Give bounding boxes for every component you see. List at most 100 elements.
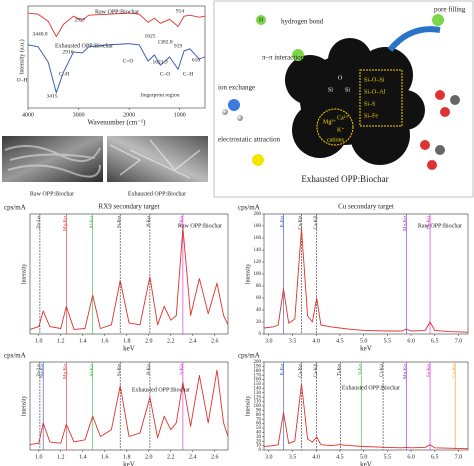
x-tick-label: 1.8 <box>123 338 131 344</box>
x-tick-label: 7.0 <box>455 454 463 460</box>
x-tick-label: 5.5 <box>384 454 392 460</box>
x-tick-label: 2.0 <box>145 454 153 460</box>
atom <box>256 15 266 25</box>
x-tick-label: 4.5 <box>336 338 344 344</box>
x-axis-label: Wavenumber (cm⁻¹) <box>88 119 147 127</box>
annotation: 1625 <box>145 33 156 39</box>
annotation: O–H <box>17 77 28 83</box>
y-tick-label: 160 <box>254 236 262 241</box>
legend-label: Raw OPP:Biochar <box>178 223 222 229</box>
element-label: Na-Kα <box>40 364 45 378</box>
molecules <box>222 90 460 170</box>
y-tick-label: 120 <box>254 395 262 400</box>
x-tick-label: 5.5 <box>384 338 392 344</box>
x-tick-label: 3.5 <box>289 454 297 460</box>
unit-label: cps/mA <box>4 204 26 212</box>
x-tick-label: 1.0 <box>35 338 43 344</box>
element-label: P-Kα <box>147 364 152 375</box>
schematic-label: electrostatic attraction <box>218 136 280 144</box>
highlight-box <box>359 69 403 127</box>
sem-caption: Exhausted OPP:Biochar <box>128 191 186 197</box>
element-label: Cr-Kα <box>380 364 385 377</box>
annotation: 1621.9 <box>152 59 167 65</box>
y-tick-label: 90 <box>256 409 262 414</box>
sem-image <box>107 136 208 182</box>
y-tick-label: 120 <box>254 260 262 265</box>
y-tick-label: 110 <box>254 400 262 405</box>
x-tick-label: 1.0 <box>35 454 43 460</box>
x-tick-label: 1.2 <box>57 454 65 460</box>
y-tick-label: 60 <box>256 422 262 427</box>
schematic-label: O <box>338 75 343 81</box>
schematic-label: Ca²⁺ <box>337 114 349 121</box>
y-tick-label: 100 <box>254 404 262 409</box>
legend-label: Exhausted OPP:Biochar <box>55 43 113 49</box>
y-tick-label: 170 <box>254 373 262 378</box>
y-tick-label: 150 <box>254 382 262 387</box>
y-tick-label: 0 <box>259 332 262 337</box>
schematic-frame <box>213 0 474 198</box>
y-tick-label: 200 <box>254 360 262 365</box>
y-tick-label: 160 <box>254 378 262 383</box>
legend-label: Raw OPP:Biochar <box>418 223 462 229</box>
y-tick-label: 60 <box>256 296 262 301</box>
y-axis-label: Intensity <box>245 396 251 417</box>
x-tick-label: 6.0 <box>407 338 415 344</box>
schematic-label: cations <box>327 137 345 143</box>
element-label: P-Kα <box>147 216 152 227</box>
x-tick-label: 6.0 <box>407 454 415 460</box>
x-tick-label: 3.5 <box>289 338 297 344</box>
schematic-label: π–π interaction <box>262 54 305 62</box>
element-label: Co-Kα <box>452 364 457 378</box>
x-tick-label: 7.0 <box>455 338 463 344</box>
annotation: 1382.8 <box>157 39 172 45</box>
y-tick-label: 190 <box>254 365 262 370</box>
schematic-label: H <box>259 17 264 23</box>
x-axis-label: keV <box>123 345 135 353</box>
x-tick-label: 1.2 <box>57 338 65 344</box>
schematic-label: K⁺ <box>337 126 345 133</box>
element-label: Fe-Kα <box>427 216 432 229</box>
chart-title: RX9 secondary target <box>99 203 160 211</box>
annotation: C–H <box>59 71 69 77</box>
y-tick-label: 20 <box>256 320 262 325</box>
annotation: C–O <box>160 71 170 77</box>
y-axis-label: Intensity <box>21 264 27 285</box>
element-label: Mg-Kα <box>63 216 68 231</box>
x-tick-label: 6.5 <box>431 454 439 460</box>
annotation: 616 <box>192 57 201 63</box>
annotation: fingerprint region <box>141 91 180 98</box>
x-tick-label: 1.8 <box>123 454 131 460</box>
schematic-label: Mg²⁺ <box>323 118 336 125</box>
y-tick-label: 180 <box>254 224 262 229</box>
x-axis-label: keV <box>123 461 135 466</box>
legend-label: Exhausted OPP:Biochar <box>342 385 400 391</box>
y-tick-label: 140 <box>254 387 262 392</box>
schematic-label: Si–O–Si <box>364 77 385 83</box>
x-axis-label: keV <box>360 461 372 466</box>
legend-label: Exhausted OPP:Biochar <box>132 387 190 393</box>
x-tick-label: 3000 <box>73 112 85 118</box>
y-tick-label: 180 <box>254 369 262 374</box>
y-tick-label: 200 <box>254 212 262 217</box>
atom <box>292 49 304 61</box>
element-label: S-Kα <box>180 216 185 227</box>
unit-label: cps/mA <box>238 352 260 360</box>
x-tick-label: 6.5 <box>431 338 439 344</box>
x-tick-label: 4.5 <box>336 454 344 460</box>
series-line <box>263 228 469 333</box>
y-tick-label: 140 <box>254 248 262 253</box>
y-tick-label: 30 <box>256 435 262 440</box>
sem-image <box>2 136 103 182</box>
pore-arrow <box>387 26 441 52</box>
element-label: Fe-Kα <box>427 364 432 377</box>
annotation: 914 <box>176 8 185 14</box>
x-tick-label: 2.2 <box>167 454 175 460</box>
y-axis-label: Intensity <box>21 396 27 417</box>
annotation: 3440.8 <box>32 31 47 37</box>
series-line <box>27 12 206 38</box>
element-label: Ca-Kβ <box>314 216 319 230</box>
series-line <box>27 43 206 94</box>
unit-label: cps/mA <box>238 204 260 212</box>
schematic-label: Si <box>328 87 333 93</box>
